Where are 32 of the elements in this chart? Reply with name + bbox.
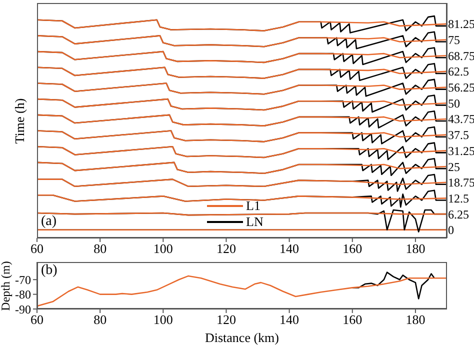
x-tick-label: 120 <box>216 312 236 328</box>
x-tick-label: 160 <box>342 312 362 328</box>
y-tick-label: 6.25 <box>448 207 469 222</box>
y-tick-label: 12.5 <box>448 191 469 206</box>
y-tick-label: 62.5 <box>448 64 469 79</box>
y-tick-label: -80 <box>15 288 31 302</box>
x-tick-label: 80 <box>94 241 107 256</box>
x-tick-label: 140 <box>280 312 300 328</box>
x-tick-label: 160 <box>342 241 362 256</box>
annotation: (a) <box>41 214 57 230</box>
x-tick-label: 180 <box>406 312 426 328</box>
y-tick-label: -90 <box>15 302 31 316</box>
y-tick-label: 75 <box>448 33 460 48</box>
y-axis-title: Time (h) <box>12 98 28 144</box>
y-tick-label: 37.5 <box>448 128 469 142</box>
x-tick-label: 60 <box>30 312 44 328</box>
x-tick-label: 100 <box>153 241 173 256</box>
x-axis-title: Distance (km) <box>204 330 280 345</box>
y-tick-label: -70 <box>15 272 31 287</box>
legend-label: L1 <box>246 198 260 214</box>
x-tick-label: 120 <box>216 241 236 256</box>
y-tick-label: 25 <box>448 160 460 174</box>
y-tick-label: 0 <box>448 223 454 238</box>
x-tick-label: 80 <box>94 312 107 328</box>
y-tick-label: 50 <box>448 96 460 110</box>
legend-label: LN <box>246 214 264 230</box>
annotation: (b) <box>41 263 58 279</box>
x-tick-label: 180 <box>406 241 426 256</box>
x-tick-label: 100 <box>153 312 173 328</box>
y-axis-title: Depth (m) <box>0 260 14 310</box>
x-tick-label: 60 <box>30 241 44 256</box>
x-tick-label: 140 <box>280 241 300 256</box>
